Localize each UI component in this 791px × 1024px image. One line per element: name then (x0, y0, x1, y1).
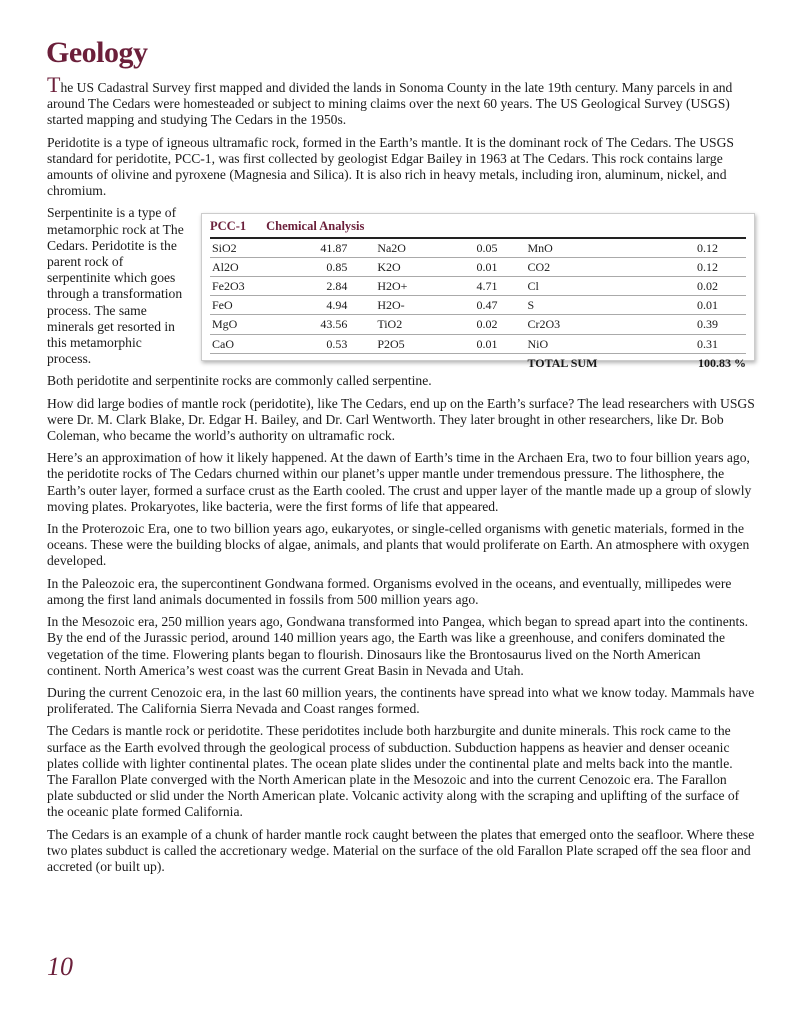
compound-cell: MnO (525, 238, 656, 258)
compound-cell: S (525, 295, 656, 316)
compound-cell: CaO (210, 334, 275, 354)
compound-cell: Cl (525, 276, 656, 297)
page-title: Geology (46, 36, 148, 69)
value-cell: 0.85 (274, 257, 376, 278)
compound-cell: TiO2 (375, 314, 436, 335)
value-cell: 0.01 (435, 334, 526, 354)
value-cell: 0.31 (655, 334, 746, 354)
drop-cap: T (47, 72, 61, 97)
value-cell: 0.12 (655, 257, 746, 278)
compound-cell: Al2O (210, 257, 275, 278)
table-heading: PCC-1 Chemical Analysis (210, 218, 746, 239)
page-number: 10 (47, 952, 73, 981)
total-label: TOTAL SUM (527, 355, 598, 370)
compound-cell: MgO (210, 314, 275, 335)
value-cell: 0.02 (435, 314, 526, 335)
compound-cell: Cr2O3 (525, 314, 656, 335)
intro-text: he US Cadastral Survey first mapped and … (47, 80, 733, 128)
article-body: The US Cadastral Survey first mapped and… (47, 74, 755, 881)
value-cell: 0.12 (655, 238, 746, 258)
paragraph: How did large bodies of mantle rock (per… (47, 395, 755, 444)
value-cell: 0.47 (435, 295, 526, 316)
table-row: FeO 4.94 H2O- 0.47 S 0.01 (210, 295, 746, 316)
table-row: CaO 0.53 P2O5 0.01 NiO 0.31 (210, 334, 746, 354)
table-row: MgO 43.56 TiO2 0.02 Cr2O3 0.39 (210, 314, 746, 335)
compound-cell: FeO (210, 295, 275, 316)
sidebar-and-table: Serpentinite is a type of metamorphic ro… (47, 205, 755, 370)
chemical-analysis-table: PCC-1 Chemical Analysis SiO2 41.87 Na2O 0.05… (201, 213, 755, 370)
total-row: TOTAL SUM 100.83 % (210, 353, 747, 372)
compound-cell: P2O5 (375, 334, 436, 354)
paragraph: In the Proterozoic Era, one to two billi… (47, 521, 750, 569)
paragraph: In the Mesozoic era, 250 million years a… (47, 614, 749, 678)
table-label: PCC-1 (210, 219, 247, 234)
table-row: Al2O 0.85 K2O 0.01 CO2 0.12 (210, 257, 746, 278)
compound-cell: NiO (525, 334, 656, 354)
table-row: Fe2O3 2.84 H2O+ 4.71 Cl 0.02 (210, 276, 746, 297)
value-cell: 0.01 (435, 257, 526, 278)
compound-cell: H2O- (375, 295, 436, 316)
compound-cell: SiO2 (210, 238, 275, 258)
intro-paragraph: The US Cadastral Survey first mapped and… (47, 74, 755, 129)
serpentinite-sidebar: Serpentinite is a type of metamorphic ro… (47, 205, 184, 367)
value-cell: 0.02 (655, 276, 746, 297)
table-row: SiO2 41.87 Na2O 0.05 MnO 0.12 (210, 238, 746, 258)
value-cell: 43.56 (274, 314, 376, 335)
peridotite-paragraph: Peridotite is a type of igneous ultramaf… (47, 134, 734, 199)
paragraph: The Cedars is mantle rock or peridotite.… (47, 723, 740, 820)
value-cell: 4.71 (435, 276, 526, 297)
paragraph: Both peridotite and serpentinite rocks a… (47, 373, 432, 389)
value-cell: 4.94 (274, 295, 376, 316)
compound-cell: H2O+ (375, 276, 436, 297)
value-cell: 0.39 (655, 314, 746, 335)
paragraph: The Cedars is an example of a chunk of h… (47, 826, 755, 874)
value-cell: 41.87 (274, 238, 376, 258)
table-title: Chemical Analysis (266, 219, 365, 234)
paragraph: Here’s an approximation of how it likely… (47, 450, 752, 514)
value-cell: 0.01 (655, 295, 746, 316)
paragraph: During the current Cenozoic era, in the … (47, 684, 755, 717)
compound-cell: Fe2O3 (210, 276, 275, 297)
paragraphs: Both peridotite and serpentinite rocks a… (47, 373, 755, 875)
paragraph: In the Paleozoic era, the supercontinent… (47, 575, 732, 607)
compound-cell: K2O (375, 257, 436, 278)
chem-table: SiO2 41.87 Na2O 0.05 MnO 0.12 Al2O 0.85 K2O 0.01 C… (210, 238, 747, 372)
value-cell: 2.84 (274, 276, 376, 297)
value-cell: 0.53 (274, 334, 376, 354)
total-value: 100.83 % (698, 355, 746, 370)
value-cell: 0.05 (435, 238, 526, 258)
compound-cell: Na2O (375, 238, 436, 258)
compound-cell: CO2 (525, 257, 656, 278)
